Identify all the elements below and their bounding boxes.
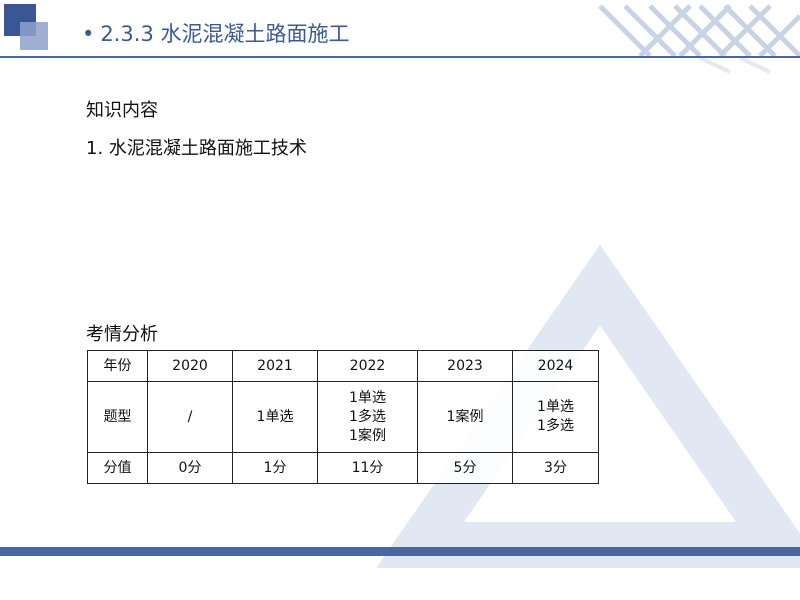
type-cell: / xyxy=(147,381,233,453)
type-cell: 1单选 xyxy=(232,381,318,453)
year-cell: 2020 xyxy=(147,350,233,382)
footer-bar xyxy=(0,547,800,556)
type-line: 1单选 xyxy=(349,389,386,406)
table-row-scores: 分值 0分 1分 11分 5分 3分 xyxy=(87,452,599,484)
row-label-year: 年份 xyxy=(87,350,148,382)
header-stripes xyxy=(598,4,800,58)
type-cell: 1单选 1多选 xyxy=(512,381,599,453)
header-divider xyxy=(0,56,800,58)
exam-analysis-table: 年份 2020 2021 2022 2023 2024 题型 / 1单选 1单选… xyxy=(87,350,599,484)
type-line: / xyxy=(187,408,193,425)
row-label-type: 题型 xyxy=(87,381,148,453)
score-cell: 1分 xyxy=(232,452,318,484)
content-item: 1. 水泥混凝土路面施工技术 xyxy=(86,138,307,159)
score-cell: 11分 xyxy=(317,452,418,484)
content-heading: 知识内容 xyxy=(86,100,158,121)
score-cell: 3分 xyxy=(512,452,599,484)
score-cell: 0分 xyxy=(147,452,233,484)
year-cell: 2023 xyxy=(417,350,513,382)
exam-heading: 考情分析 xyxy=(86,324,158,345)
type-line: 1单选 xyxy=(256,408,294,425)
row-label-score: 分值 xyxy=(87,452,148,484)
type-line: 1案例 xyxy=(446,408,484,425)
title-bullet: • xyxy=(82,22,95,46)
table-row-years: 年份 2020 2021 2022 2023 2024 xyxy=(87,350,599,382)
slide-title: • 2.3.3 水泥混凝土路面施工 xyxy=(82,18,350,48)
corner-squares-logo xyxy=(4,4,48,50)
type-line: 1单选 xyxy=(537,399,574,415)
type-cell: 1单选 1多选 1案例 xyxy=(317,381,418,453)
year-cell: 2022 xyxy=(317,350,418,382)
type-line: 1多选 xyxy=(349,408,386,425)
table-row-types: 题型 / 1单选 1单选 1多选 1案例 1案例 1单选 1多选 xyxy=(87,381,599,453)
year-cell: 2024 xyxy=(512,350,599,382)
type-line: 1多选 xyxy=(537,418,574,434)
type-cell: 1案例 xyxy=(417,381,513,453)
title-text: 2.3.3 水泥混凝土路面施工 xyxy=(100,22,350,46)
type-line: 1案例 xyxy=(349,427,386,444)
year-cell: 2021 xyxy=(232,350,318,382)
score-cell: 5分 xyxy=(417,452,513,484)
